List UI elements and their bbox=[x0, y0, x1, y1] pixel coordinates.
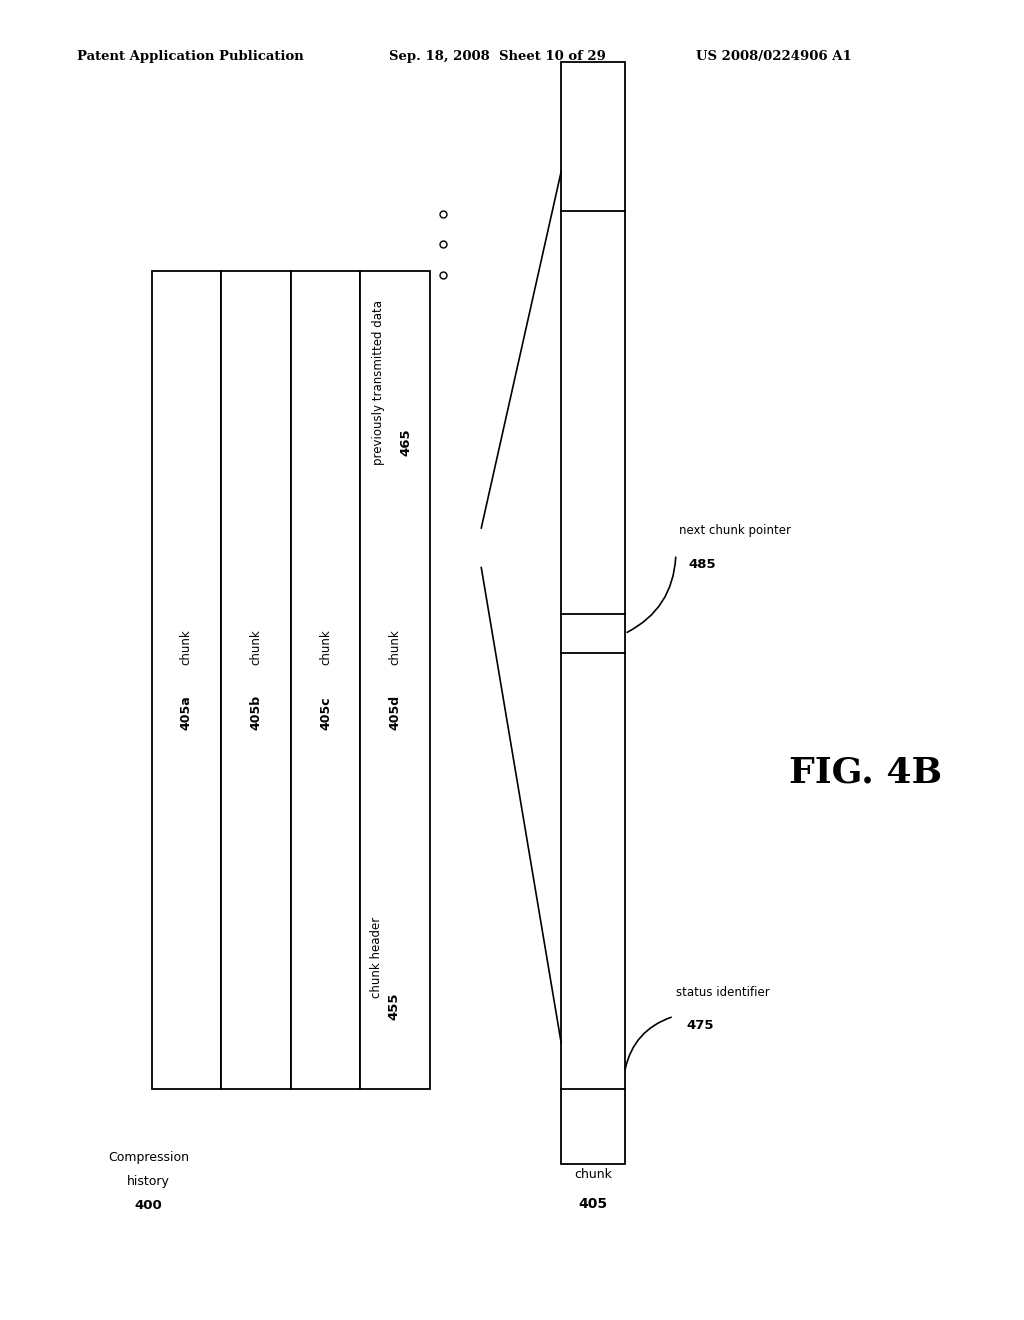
Text: Patent Application Publication: Patent Application Publication bbox=[77, 50, 303, 63]
Text: chunk: chunk bbox=[250, 628, 262, 665]
Text: 405b: 405b bbox=[250, 696, 262, 730]
Text: 405c: 405c bbox=[319, 696, 332, 730]
Text: 400: 400 bbox=[134, 1199, 163, 1212]
Text: US 2008/0224906 A1: US 2008/0224906 A1 bbox=[696, 50, 852, 63]
Text: chunk: chunk bbox=[319, 628, 332, 665]
Bar bbox=[291, 271, 360, 1089]
Text: status identifier: status identifier bbox=[676, 986, 770, 999]
Text: 405a: 405a bbox=[180, 696, 193, 730]
Bar bbox=[561, 62, 625, 1164]
Bar bbox=[360, 271, 430, 1089]
Text: next chunk pointer: next chunk pointer bbox=[679, 524, 791, 537]
Bar bbox=[152, 271, 221, 1089]
Text: 465: 465 bbox=[399, 429, 412, 455]
Text: previously transmitted data: previously transmitted data bbox=[373, 301, 385, 466]
Text: Sep. 18, 2008  Sheet 10 of 29: Sep. 18, 2008 Sheet 10 of 29 bbox=[389, 50, 606, 63]
Text: 405: 405 bbox=[579, 1197, 607, 1210]
Text: chunk: chunk bbox=[574, 1168, 611, 1181]
Text: history: history bbox=[127, 1175, 170, 1188]
Text: chunk: chunk bbox=[180, 628, 193, 665]
Text: chunk header: chunk header bbox=[371, 916, 383, 998]
Text: FIG. 4B: FIG. 4B bbox=[788, 755, 942, 789]
Text: 485: 485 bbox=[688, 558, 716, 572]
Text: chunk: chunk bbox=[389, 628, 401, 665]
Text: Compression: Compression bbox=[108, 1151, 189, 1164]
Text: 405d: 405d bbox=[389, 696, 401, 730]
Text: 455: 455 bbox=[388, 993, 400, 1019]
Text: 475: 475 bbox=[686, 1019, 714, 1032]
Bar bbox=[221, 271, 291, 1089]
